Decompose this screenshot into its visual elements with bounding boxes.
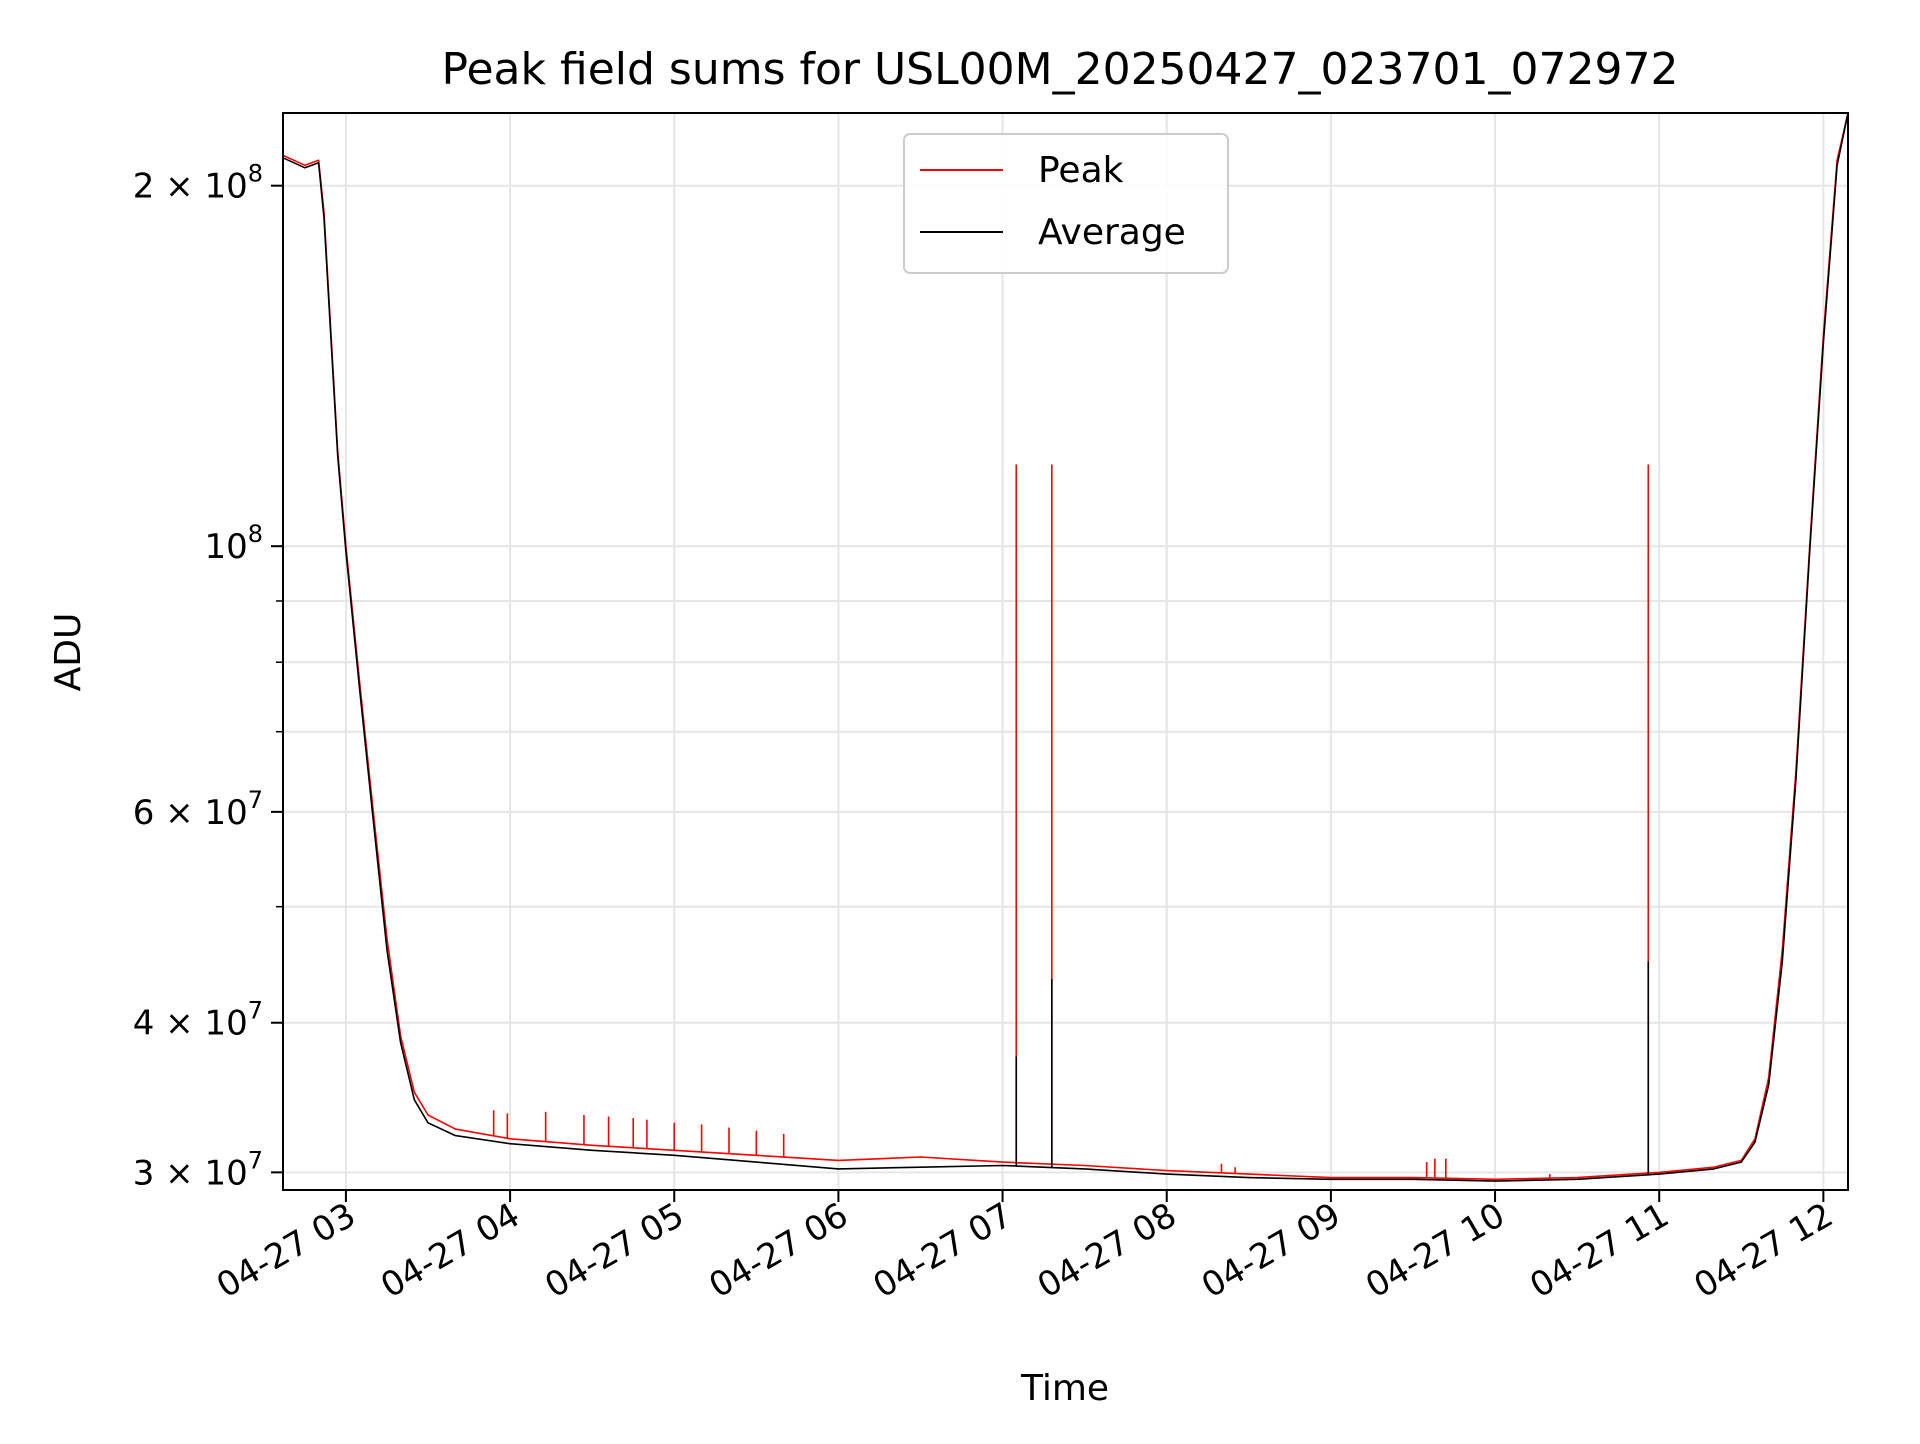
y-tick-base: 6 × 10	[133, 793, 248, 833]
y-tick-base: 10	[204, 527, 247, 567]
y-tick-exponent: 8	[248, 520, 263, 548]
y-tick-label: 108	[204, 520, 263, 567]
y-tick-exponent: 7	[248, 786, 263, 814]
series-layer	[283, 113, 1848, 1182]
plot-frame	[282, 112, 1849, 1191]
legend-box	[903, 133, 1229, 274]
series-line-average	[283, 113, 1848, 1182]
y-tick-base: 2 × 10	[133, 167, 248, 207]
y-tick-label: 2 × 108	[133, 160, 263, 207]
chart-title: Peak field sums for USL00M_20250427_0237…	[442, 44, 1679, 95]
y-axis-label: ADU	[48, 613, 89, 692]
x-axis-label: Time	[1020, 1368, 1109, 1409]
y-tick-label: 3 × 107	[133, 1146, 263, 1193]
y-tick-exponent: 7	[248, 997, 263, 1025]
legend-peak-label: Peak	[1038, 150, 1124, 191]
y-tick-base: 4 × 10	[133, 1004, 248, 1044]
y-tick-label: 6 × 107	[133, 786, 263, 833]
y-tick-exponent: 7	[248, 1146, 263, 1174]
y-tick-exponent: 8	[248, 160, 263, 188]
legend: Peak Average	[903, 133, 1229, 274]
legend-average-label: Average	[1038, 212, 1186, 253]
y-tick-base: 3 × 10	[133, 1153, 248, 1193]
y-tick-label: 4 × 107	[133, 997, 263, 1044]
